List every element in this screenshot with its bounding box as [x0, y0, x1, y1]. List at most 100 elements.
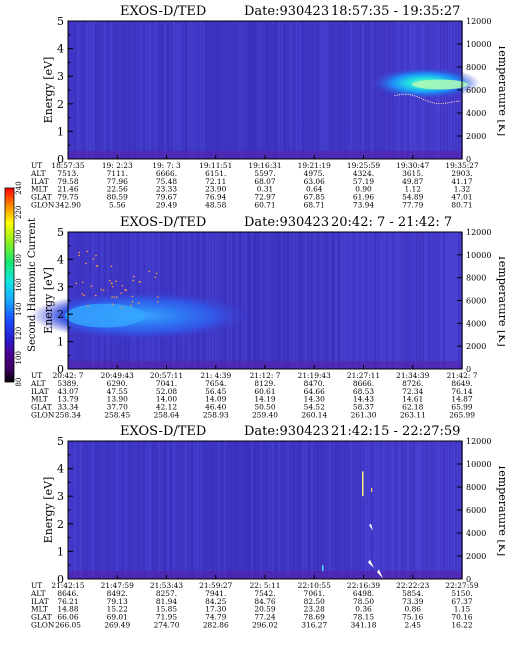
info-cell: 79.67 [156, 193, 177, 202]
info-cell: 0.86 [405, 605, 422, 614]
heatmap-streak [167, 21, 169, 159]
heatmap-streak [137, 441, 139, 579]
heatmap-streak [134, 441, 136, 579]
heatmap-streak [272, 21, 274, 159]
heatmap-streak [254, 232, 256, 369]
heatmap-streak [128, 21, 130, 159]
info-cell: 67.37 [451, 597, 472, 606]
heatmap-streak [296, 441, 298, 579]
heatmap-streak [320, 21, 322, 159]
info-cell: 21:42:15 [51, 581, 84, 590]
heatmap-streak [386, 232, 388, 369]
heatmap-streak [272, 441, 274, 579]
info-cell: 78.69 [304, 613, 325, 622]
scatter-point [157, 301, 159, 303]
info-cell: 77.96 [107, 177, 128, 186]
y2-tick-label: 6000 [466, 506, 486, 515]
info-cell: 37.70 [107, 403, 128, 412]
scatter-point [121, 306, 123, 309]
scatter-point [92, 258, 95, 260]
heatmap-streak [104, 441, 106, 579]
heatmap-streak [311, 21, 313, 159]
heatmap-streak [107, 441, 109, 579]
heatmap-streak [179, 441, 181, 579]
heatmap-streak [371, 232, 373, 369]
info-cell: 68.53 [353, 387, 374, 396]
info-row-label: ILAT [31, 387, 49, 396]
heatmap-streak [215, 21, 217, 159]
heatmap-streak [359, 232, 361, 369]
y-tick-label: 3 [57, 490, 64, 503]
info-cell: 5854. [402, 589, 423, 598]
info-cell: 6498. [353, 589, 374, 598]
signal-mark [368, 559, 374, 568]
info-cell: 49.87 [402, 177, 423, 186]
heatmap-streak [359, 21, 361, 159]
heatmap-streak [182, 21, 184, 159]
heatmap-streak [338, 21, 340, 159]
heatmap-streak [119, 441, 121, 579]
info-cell: 22:10:55 [298, 581, 331, 590]
info-row-label: MLT [31, 605, 48, 614]
y2-tick-label: 12000 [466, 17, 491, 26]
heatmap-streak [341, 21, 343, 159]
heatmap-streak [272, 232, 274, 369]
heatmap-streak [224, 441, 226, 579]
info-cell: 296.02 [252, 621, 278, 630]
scatter-point [81, 293, 84, 295]
info-cell: 7513. [57, 169, 78, 178]
orbit-info-table: UT 20:42: 7 20:49:43 20:57:11 21: 4:39 21:12:… [30, 371, 478, 420]
y-tick-label: 4 [57, 43, 64, 56]
info-row-label: UT [31, 371, 42, 380]
heatmap-streak [401, 441, 403, 579]
heatmap-streak [302, 21, 304, 159]
info-cell: 84.76 [254, 597, 275, 606]
info-cell: 20:57:11 [150, 371, 183, 380]
scatter-point [116, 296, 118, 299]
heatmap-streak [83, 21, 85, 159]
temperature-trace-point [436, 102, 438, 105]
heatmap-streak [176, 441, 178, 579]
heatmap-streak [152, 441, 154, 579]
heatmap-streak [230, 232, 232, 369]
heatmap-streak [449, 441, 451, 579]
info-cell: 4975. [304, 169, 325, 178]
y-tick-label: 4 [57, 253, 64, 266]
info-cell: 13.79 [57, 395, 78, 404]
info-cell: 66.06 [57, 613, 78, 622]
heatmap-streak [422, 232, 424, 369]
heatmap-streak [248, 441, 250, 579]
y2-tick-label: 10000 [466, 40, 491, 49]
colorbar-tick-label: 80 [15, 378, 23, 387]
heatmap-streak [269, 232, 271, 369]
y-tick-label: 0 [57, 153, 64, 166]
info-cell: 266.05 [55, 621, 81, 630]
info-cell: 15.85 [156, 605, 177, 614]
y2-axis-label: Temperature [K] [496, 254, 505, 346]
info-cell: 33.34 [57, 403, 78, 412]
heatmap-streak [410, 441, 412, 579]
heatmap-streak [218, 441, 220, 579]
heatmap-streak [365, 232, 367, 369]
scatter-point [111, 285, 114, 288]
info-cell: 14.88 [57, 605, 78, 614]
info-cell: 6290. [107, 379, 128, 388]
info-cell: 5.56 [109, 201, 126, 210]
info-cell: 263.11 [400, 411, 426, 420]
info-cell: 60.61 [254, 387, 275, 396]
scatter-point [86, 250, 89, 253]
scatter-point [75, 282, 78, 285]
info-cell: 0.31 [257, 185, 273, 194]
info-cell: 2903. [451, 169, 472, 178]
scatter-point [138, 281, 141, 283]
y-axis-label: Energy [eV] [42, 267, 55, 334]
info-cell: 72.11 [205, 177, 226, 186]
info-cell: 19:35:27 [445, 161, 478, 170]
heatmap-streak [158, 441, 160, 579]
info-cell: 73.94 [353, 201, 374, 210]
heatmap-streak [371, 441, 373, 579]
heatmap-streak [452, 232, 454, 369]
info-cell: 21: 4:39 [200, 371, 231, 380]
temperature-trace-point [434, 102, 436, 104]
